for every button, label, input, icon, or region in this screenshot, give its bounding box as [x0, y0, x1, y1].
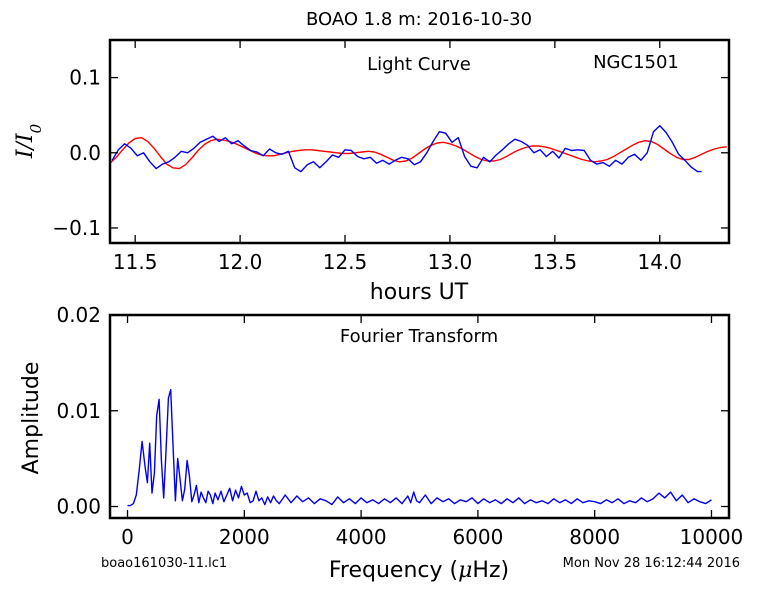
light-curve-ticks: 11.5 12.0 12.5 13.0 13.5 14.0 0.1 0.0 −0.1: [52, 40, 729, 274]
fourier-ticks: 0 2000 4000 6000 8000 10000 0.02 0.01 0.00: [56, 303, 743, 549]
figure-title: BOAO 1.8 m: 2016-10-30: [306, 9, 532, 30]
footer-timestamp: Mon Nov 28 16:12:44 2016: [563, 556, 740, 571]
light-curve-title: Light Curve: [367, 54, 471, 75]
fourier-ytick-label: 0.01: [56, 399, 101, 423]
fourier-frame: [108, 313, 731, 520]
light-curve-xtick-label: 12.5: [323, 250, 368, 274]
light-curve-xtick-label: 13.0: [428, 250, 473, 274]
fourier-ylabel: Amplitude: [19, 362, 44, 475]
fourier-xtick-label: 6000: [452, 525, 503, 549]
object-name-annotation: NGC1501: [593, 52, 679, 73]
fourier-ytick-label: 0.00: [56, 495, 101, 519]
light-curve-panel: 11.5 12.0 12.5 13.0 13.5 14.0 0.1 0.0 −0.1 Light…: [13, 38, 731, 305]
fourier-xtick-label: 2000: [219, 525, 270, 549]
light-curve-ylabel: I/I0: [13, 123, 45, 159]
fourier-data-line: [127, 389, 712, 507]
fourier-xtick-label: 10000: [680, 525, 744, 549]
light-curve-ytick-label: −0.1: [52, 216, 101, 240]
light-curve-series: [110, 125, 727, 173]
fourier-series: [127, 389, 712, 507]
fourier-ytick-label: 0.02: [56, 303, 101, 327]
fourier-xtick-label: 4000: [336, 525, 387, 549]
fourier-xtick-label: 8000: [569, 525, 620, 549]
fourier-xtick-label: 0: [121, 525, 134, 549]
light-curve-ytick-label: 0.0: [69, 141, 101, 165]
light-curve-data-line: [111, 125, 702, 173]
light-curve-xtick-label: 13.5: [533, 250, 578, 274]
footer-filename: boao161030-11.lc1: [101, 556, 227, 571]
light-curve-xtick-label: 12.0: [218, 250, 263, 274]
fourier-title: Fourier Transform: [340, 326, 498, 347]
fourier-xlabel: Frequency (μHz): [329, 558, 509, 583]
light-curve-frame: [108, 38, 731, 245]
light-curve-xlabel: hours UT: [370, 280, 469, 305]
light-curve-xtick-label: 11.5: [113, 250, 158, 274]
light-curve-xtick-label: 14.0: [637, 250, 682, 274]
fourier-panel: 0 2000 4000 6000 8000 10000 0.02 0.01 0.00 Fouri…: [19, 303, 743, 583]
light-curve-ytick-label: 0.1: [69, 66, 101, 90]
light-curve-model-line: [110, 137, 727, 170]
